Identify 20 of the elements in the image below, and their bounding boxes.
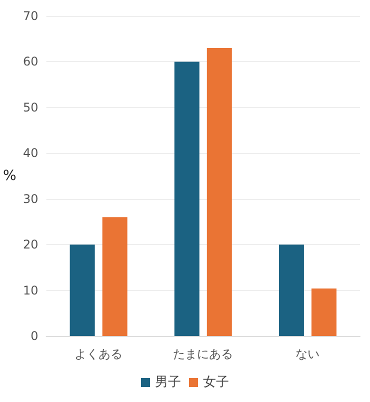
x-tick-label: よくある: [74, 347, 123, 361]
y-tick-label: 60: [23, 54, 38, 69]
bar: [311, 288, 336, 336]
bar: [278, 244, 304, 336]
y-tick-label: 50: [23, 100, 38, 114]
y-tick-label: 10: [23, 283, 38, 298]
bar: [70, 244, 95, 336]
y-tick-label: 70: [23, 9, 38, 23]
x-tick-label: ない: [296, 347, 320, 361]
y-tick-label: 30: [23, 192, 38, 206]
bar: [102, 217, 128, 336]
y-tick-label: 40: [23, 146, 38, 160]
bar: [174, 62, 200, 336]
legend-label: 男子: [155, 375, 181, 390]
legend-label: 女子: [203, 375, 229, 390]
x-tick-label: たまにある: [173, 347, 234, 361]
y-tick-label: 20: [23, 238, 38, 252]
bar: [206, 48, 232, 336]
y-axis-title: %: [2, 168, 16, 184]
y-tick-label: 0: [30, 329, 38, 343]
